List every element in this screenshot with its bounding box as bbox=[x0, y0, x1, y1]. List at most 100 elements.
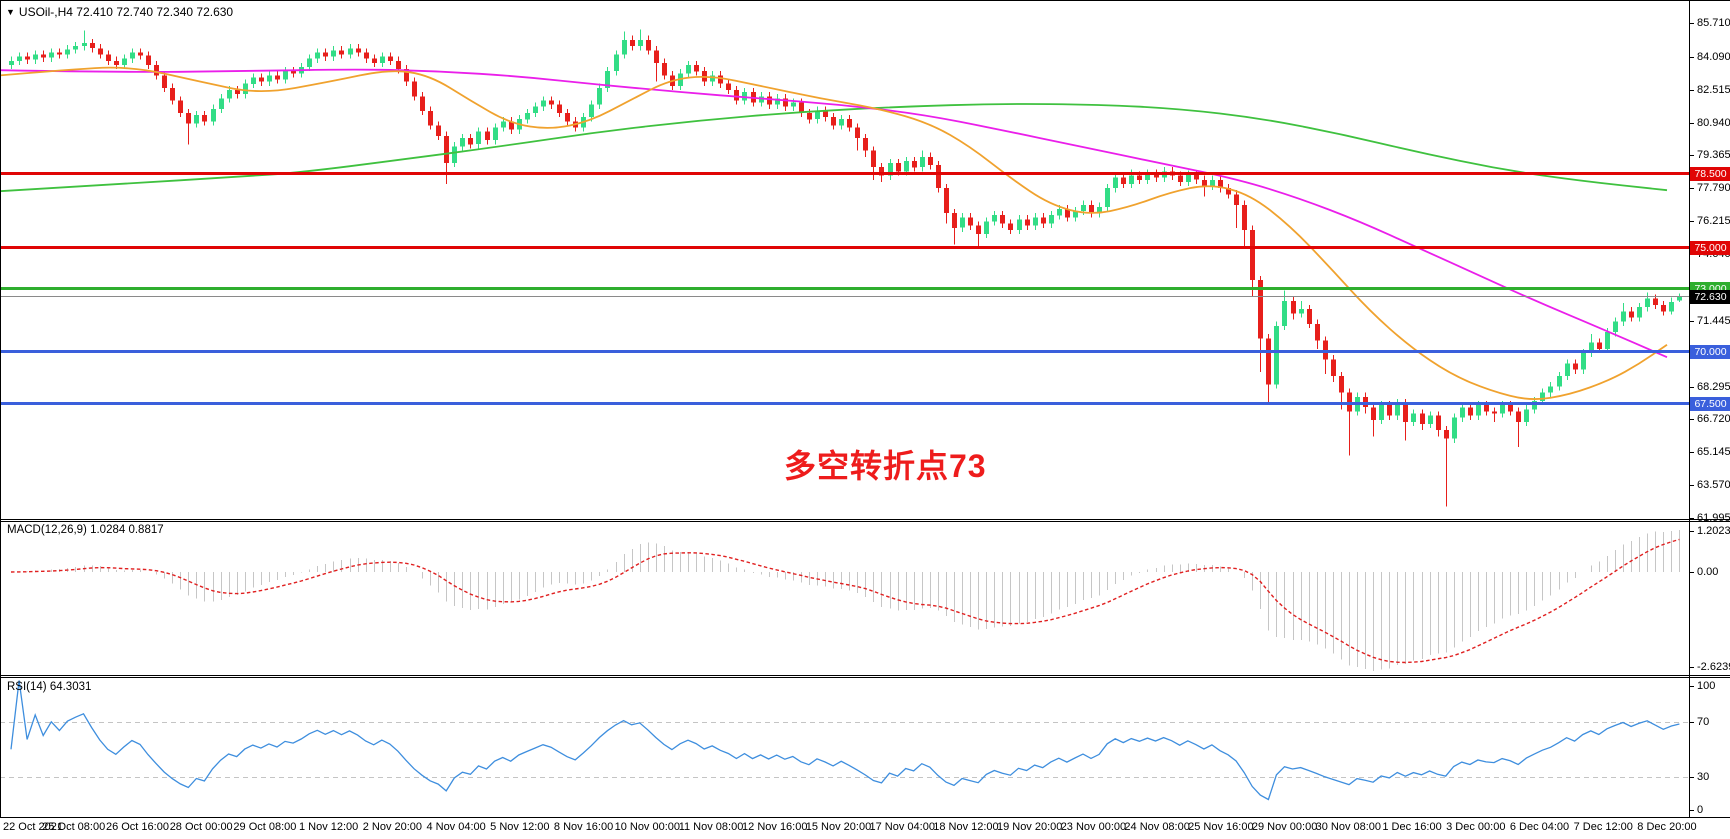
candle-body bbox=[235, 90, 240, 95]
date-axis-label: 1 Dec 16:00 bbox=[1382, 821, 1442, 833]
candle-body bbox=[138, 52, 143, 56]
candle-body bbox=[1589, 342, 1594, 353]
candle-body bbox=[1041, 217, 1046, 224]
macd-signal-layer bbox=[10, 538, 1680, 664]
price-axis-label: 84.090 bbox=[1697, 50, 1730, 63]
candle-body bbox=[468, 138, 473, 145]
candle-body bbox=[1097, 206, 1102, 214]
candle-body bbox=[871, 150, 876, 168]
candle-body bbox=[855, 127, 860, 138]
candle-body bbox=[1073, 211, 1078, 218]
candle-body bbox=[565, 113, 570, 122]
candle-body bbox=[1008, 223, 1013, 230]
candle-body bbox=[912, 161, 917, 168]
candle-body bbox=[1387, 405, 1392, 416]
candle-body bbox=[1178, 175, 1183, 182]
level-price-badge: 78.500 bbox=[1690, 166, 1730, 181]
candle-body bbox=[799, 102, 804, 113]
candle-body bbox=[1154, 173, 1159, 178]
candle-body bbox=[1242, 204, 1247, 230]
candle-body bbox=[412, 81, 417, 97]
date-axis-label: 29 Nov 00:00 bbox=[1251, 821, 1318, 833]
candle-body bbox=[1524, 409, 1529, 422]
candle-body bbox=[1250, 229, 1255, 280]
candle-body bbox=[251, 77, 256, 84]
date-axis-label: 5 Nov 12:00 bbox=[490, 821, 550, 833]
candle-body bbox=[936, 165, 941, 189]
candle-body bbox=[1677, 296, 1682, 301]
moving-averages-layer bbox=[0, 66, 1668, 400]
candle-body bbox=[1484, 405, 1489, 412]
candle-body bbox=[1508, 405, 1513, 412]
price-axis-label: 68.295 bbox=[1697, 380, 1730, 393]
date-axis-label: 22 Oct 2021 bbox=[3, 821, 63, 833]
candle-body bbox=[1581, 353, 1586, 370]
candle-body bbox=[1460, 407, 1465, 418]
candle-body bbox=[1145, 173, 1150, 180]
date-axis-label: 18 Nov 12:00 bbox=[933, 821, 999, 833]
candle-body bbox=[605, 71, 610, 88]
candle-body bbox=[1291, 300, 1296, 314]
candle-body bbox=[452, 146, 457, 164]
candle-body bbox=[130, 52, 135, 59]
candle-body bbox=[904, 161, 909, 172]
candle-body bbox=[283, 71, 288, 80]
candle-body bbox=[1669, 301, 1674, 312]
candle-body bbox=[1420, 413, 1425, 424]
candle-body bbox=[1379, 405, 1384, 420]
candle-body bbox=[839, 119, 844, 126]
candle-body bbox=[1202, 179, 1207, 187]
candle-body bbox=[1428, 415, 1433, 424]
candle-body bbox=[952, 213, 957, 228]
candle-body bbox=[33, 54, 38, 60]
candle-body bbox=[791, 102, 796, 107]
candle-body bbox=[307, 58, 312, 67]
candle-body bbox=[82, 43, 87, 47]
candle-body bbox=[759, 96, 764, 103]
candle-body bbox=[348, 48, 353, 55]
candle-body bbox=[106, 54, 111, 61]
candle-body bbox=[1194, 174, 1199, 180]
candle-body bbox=[960, 217, 965, 228]
candle-body bbox=[162, 75, 167, 88]
candle-body bbox=[1121, 177, 1126, 184]
candle-body bbox=[1266, 338, 1271, 385]
candle-body bbox=[1315, 323, 1320, 341]
candle-body bbox=[1371, 407, 1376, 420]
candle-body bbox=[638, 39, 643, 47]
candle-body bbox=[186, 113, 191, 124]
candle-body bbox=[41, 54, 46, 58]
date-axis-label: 12 Nov 16:00 bbox=[742, 821, 808, 833]
chart-dropdown-icon[interactable]: ▼ bbox=[6, 7, 15, 17]
rsi-line bbox=[10, 680, 1680, 801]
candle-body bbox=[17, 56, 22, 61]
candle-body bbox=[372, 58, 377, 63]
candle-body bbox=[1000, 215, 1005, 224]
candle-body bbox=[1557, 376, 1562, 387]
ma-magenta-mid bbox=[0, 68, 1668, 359]
candle-body bbox=[807, 113, 812, 120]
candle-body bbox=[1226, 188, 1231, 195]
candle-body bbox=[1403, 403, 1408, 422]
candle-body bbox=[888, 163, 893, 176]
candle-body bbox=[726, 83, 731, 90]
candle-body bbox=[259, 77, 264, 82]
candle-body bbox=[485, 131, 490, 140]
candle-body bbox=[291, 71, 296, 74]
candle-body bbox=[533, 106, 538, 113]
macd-axis-label: -2.6239 bbox=[1697, 661, 1730, 673]
candle-body bbox=[968, 217, 973, 226]
candle-body bbox=[1307, 309, 1312, 324]
candle-body bbox=[1218, 179, 1223, 189]
date-axis-label: 30 Nov 08:00 bbox=[1315, 821, 1382, 833]
candle-body bbox=[767, 96, 772, 105]
candle-body bbox=[122, 58, 127, 65]
date-axis-label: 8 Nov 16:00 bbox=[553, 821, 614, 833]
candle-body bbox=[396, 60, 401, 70]
candle-body bbox=[227, 90, 232, 99]
candle-body bbox=[501, 121, 506, 128]
levels-layer bbox=[0, 172, 1689, 405]
date-axis-label: 19 Nov 20:00 bbox=[996, 821, 1063, 833]
date-axis-label: 23 Nov 00:00 bbox=[1060, 821, 1127, 833]
